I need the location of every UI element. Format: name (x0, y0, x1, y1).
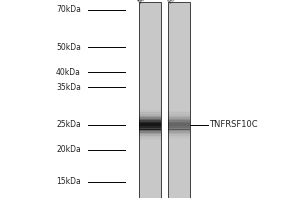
Bar (168, 111, 190, 113)
Bar (139, 137, 161, 139)
Text: 25kDa: 25kDa (56, 120, 81, 129)
Bar (139, 109, 161, 111)
Bar (168, 128, 190, 130)
Bar (139, 112, 161, 114)
Bar (168, 112, 190, 114)
Text: 35kDa: 35kDa (56, 83, 81, 92)
Bar (168, 137, 190, 139)
Bar (168, 133, 190, 134)
Bar (139, 134, 161, 136)
Text: 40kDa: 40kDa (56, 68, 81, 77)
Bar (168, 120, 190, 122)
Text: 50kDa: 50kDa (56, 43, 81, 52)
Bar (139, 123, 161, 125)
Text: Rat liver: Rat liver (167, 0, 192, 4)
Bar (168, 136, 190, 137)
Text: TNFRSF10C: TNFRSF10C (209, 120, 258, 129)
Bar (139, 131, 161, 133)
Bar (168, 125, 190, 126)
Bar (139, 125, 161, 126)
Bar (168, 117, 190, 119)
Bar (139, 136, 161, 137)
Bar (168, 123, 190, 125)
Bar (139, 117, 161, 119)
Bar (139, 119, 161, 120)
Bar (168, 116, 190, 117)
Bar (168, 126, 190, 128)
Bar (139, 126, 161, 128)
Bar (139, 116, 161, 117)
Bar (168, 134, 190, 136)
Bar (139, 129, 161, 131)
Bar (139, 128, 161, 130)
Bar (139, 2, 161, 198)
Text: 15kDa: 15kDa (56, 177, 81, 186)
Bar (139, 111, 161, 113)
Bar (139, 139, 161, 140)
Text: 70kDa: 70kDa (56, 5, 81, 14)
Text: Mouse liver: Mouse liver (138, 0, 170, 4)
Bar (168, 119, 190, 120)
Bar (168, 131, 190, 133)
Bar (168, 2, 190, 198)
Bar (139, 133, 161, 134)
Text: 20kDa: 20kDa (56, 145, 81, 154)
Bar (139, 120, 161, 122)
Bar (168, 114, 190, 116)
Bar (168, 129, 190, 131)
Bar (139, 122, 161, 123)
Bar (168, 122, 190, 123)
Bar (139, 114, 161, 116)
